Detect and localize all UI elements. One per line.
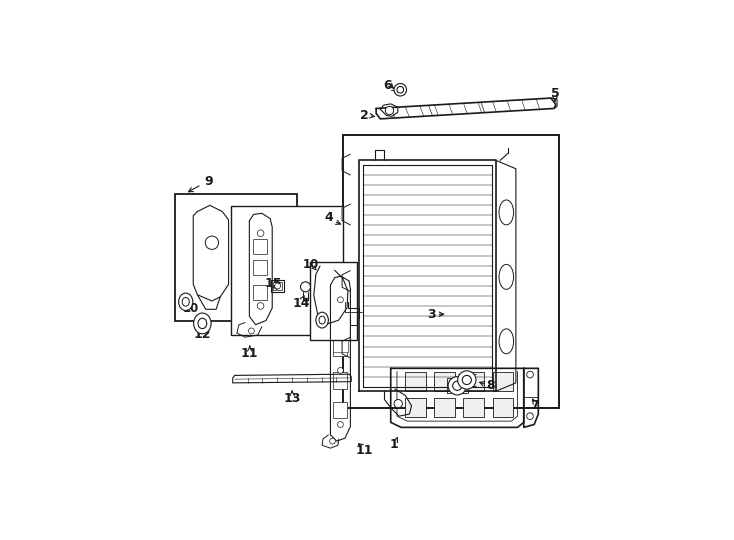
Circle shape	[257, 230, 264, 237]
Text: 7: 7	[530, 399, 539, 412]
Text: 8: 8	[486, 379, 495, 392]
Bar	[333, 310, 347, 327]
Text: 10: 10	[302, 258, 319, 271]
Ellipse shape	[316, 312, 328, 328]
Ellipse shape	[319, 316, 325, 324]
Circle shape	[385, 106, 393, 114]
Circle shape	[397, 86, 404, 93]
Circle shape	[527, 413, 534, 420]
Text: 12: 12	[194, 328, 211, 341]
Text: 1: 1	[389, 437, 398, 450]
Ellipse shape	[499, 265, 514, 289]
Text: 13: 13	[283, 392, 301, 405]
Circle shape	[462, 375, 471, 384]
Bar	[493, 373, 513, 392]
Text: 11: 11	[356, 444, 374, 457]
Text: 2: 2	[360, 109, 369, 122]
Bar	[343, 136, 559, 408]
Text: 9: 9	[205, 175, 214, 188]
Circle shape	[527, 371, 534, 378]
Bar	[435, 373, 455, 392]
Bar	[274, 282, 282, 290]
Ellipse shape	[499, 200, 514, 225]
Bar	[272, 280, 284, 292]
Bar	[463, 398, 484, 417]
Circle shape	[338, 422, 344, 427]
Text: 5: 5	[550, 87, 559, 100]
Bar	[405, 373, 426, 392]
Circle shape	[458, 371, 476, 389]
Bar	[252, 285, 267, 300]
Bar	[333, 331, 349, 352]
Bar	[493, 398, 513, 417]
Ellipse shape	[178, 293, 193, 310]
Text: 3: 3	[426, 308, 435, 321]
Bar	[230, 206, 343, 335]
Circle shape	[206, 236, 219, 249]
Ellipse shape	[194, 313, 211, 334]
Circle shape	[394, 400, 402, 408]
Bar	[405, 398, 426, 417]
Text: 4: 4	[324, 211, 333, 224]
Bar	[252, 239, 267, 254]
Circle shape	[338, 297, 344, 302]
Circle shape	[394, 84, 407, 96]
Text: 14: 14	[293, 296, 310, 309]
Text: 11: 11	[241, 347, 258, 360]
Circle shape	[453, 381, 462, 390]
Bar	[333, 402, 347, 418]
Circle shape	[300, 282, 310, 292]
Circle shape	[338, 368, 344, 373]
Ellipse shape	[499, 329, 514, 354]
Text: 10: 10	[183, 301, 199, 314]
Bar	[333, 339, 347, 356]
Circle shape	[249, 328, 255, 334]
Circle shape	[275, 283, 280, 289]
Circle shape	[330, 438, 335, 444]
Text: 15: 15	[264, 276, 282, 289]
Text: 6: 6	[383, 79, 392, 92]
Bar	[463, 373, 484, 392]
Circle shape	[257, 302, 264, 309]
Bar	[175, 194, 297, 321]
Circle shape	[448, 377, 466, 395]
Bar	[310, 262, 357, 340]
Bar	[333, 373, 347, 389]
Ellipse shape	[198, 318, 207, 329]
Bar	[252, 260, 267, 275]
Bar	[435, 398, 455, 417]
Ellipse shape	[182, 298, 189, 306]
